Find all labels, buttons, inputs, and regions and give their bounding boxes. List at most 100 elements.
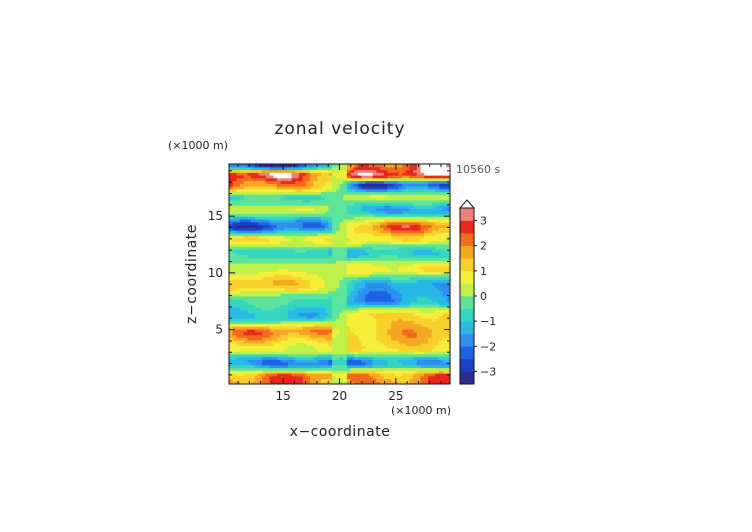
field-cell <box>291 290 296 294</box>
field-cell <box>405 367 411 371</box>
field-cell <box>265 177 271 182</box>
field-cell <box>380 205 385 209</box>
field-cell <box>398 268 403 272</box>
field-cell <box>298 287 304 292</box>
field-cell <box>372 367 377 371</box>
field-cell <box>372 329 377 333</box>
field-cell <box>383 304 388 308</box>
field-cell <box>357 172 363 176</box>
field-cell <box>269 367 274 371</box>
field-cell <box>240 232 245 237</box>
field-cell <box>394 177 400 182</box>
field-cell <box>394 331 400 336</box>
field-cell <box>284 191 289 195</box>
field-cell <box>310 175 315 179</box>
field-cell <box>247 175 252 179</box>
field-cell <box>295 268 300 272</box>
field-cell <box>361 164 366 168</box>
field-cell <box>317 249 322 253</box>
field-cell <box>236 298 241 303</box>
field-cell <box>405 166 411 171</box>
field-cell <box>416 260 422 264</box>
field-cell <box>354 271 359 275</box>
field-cell <box>391 241 396 245</box>
field-cell <box>413 221 418 226</box>
field-cell <box>258 216 263 220</box>
field-cell <box>343 373 348 377</box>
field-cell <box>339 241 344 245</box>
field-cell <box>380 265 385 270</box>
field-cell <box>332 304 337 308</box>
field-cell <box>310 378 315 382</box>
field-cell <box>287 326 293 330</box>
field-cell <box>321 378 326 382</box>
field-cell <box>258 287 263 292</box>
field-cell <box>262 279 267 283</box>
field-cell <box>376 183 381 187</box>
field-cell <box>372 307 377 311</box>
field-cell <box>391 238 396 242</box>
field-cell <box>324 180 330 184</box>
field-cell <box>387 353 392 358</box>
field-cell <box>391 274 396 278</box>
colorbar-bin <box>460 258 474 272</box>
field-cell <box>302 279 307 283</box>
field-cell <box>343 351 348 355</box>
field-cell <box>332 230 337 234</box>
field-cell <box>229 197 234 201</box>
field-cell <box>284 235 289 239</box>
field-cell <box>236 318 241 322</box>
field-cell <box>372 326 377 330</box>
field-cell <box>321 188 326 193</box>
field-cell <box>302 213 307 217</box>
x-tick-label: 25 <box>388 389 403 403</box>
field-cell <box>313 241 318 245</box>
field-cell <box>427 334 433 338</box>
field-cell <box>339 329 344 333</box>
field-cell <box>413 238 418 242</box>
field-cell <box>357 370 363 374</box>
field-cell <box>291 213 296 217</box>
field-cell <box>317 265 322 270</box>
field-cell <box>240 238 245 242</box>
field-cell <box>291 175 296 179</box>
field-cell <box>287 337 293 341</box>
field-cell <box>324 241 330 245</box>
field-cell <box>265 249 271 253</box>
field-cell <box>324 293 330 297</box>
field-cell <box>442 315 447 319</box>
field-cell <box>354 175 359 179</box>
field-cell <box>409 191 414 195</box>
field-cell <box>361 293 366 297</box>
field-cell <box>442 353 447 358</box>
field-cell <box>324 260 330 264</box>
field-cell <box>265 298 271 303</box>
field-cell <box>313 221 318 226</box>
field-cell <box>306 186 311 190</box>
field-cell <box>229 364 234 369</box>
field-cell <box>409 309 414 314</box>
field-cell <box>380 331 385 336</box>
field-cell <box>402 334 407 338</box>
field-cell <box>302 205 307 209</box>
field-cell <box>328 257 333 261</box>
field-cell <box>431 279 436 283</box>
field-cell <box>251 257 256 261</box>
field-cell <box>361 254 366 259</box>
field-cell <box>413 348 418 352</box>
field-cell <box>361 268 366 272</box>
field-cell <box>258 177 263 182</box>
field-cell <box>310 166 315 171</box>
field-cell <box>442 351 447 355</box>
field-cell <box>383 197 388 201</box>
field-cell <box>232 362 237 366</box>
field-cell <box>357 186 363 190</box>
field-cell <box>383 326 388 330</box>
field-cell <box>232 282 237 286</box>
field-cell <box>306 326 311 330</box>
field-cell <box>372 191 377 195</box>
field-cell <box>438 337 444 341</box>
field-cell <box>236 263 241 267</box>
field-cell <box>357 298 363 303</box>
field-cell <box>243 188 249 193</box>
